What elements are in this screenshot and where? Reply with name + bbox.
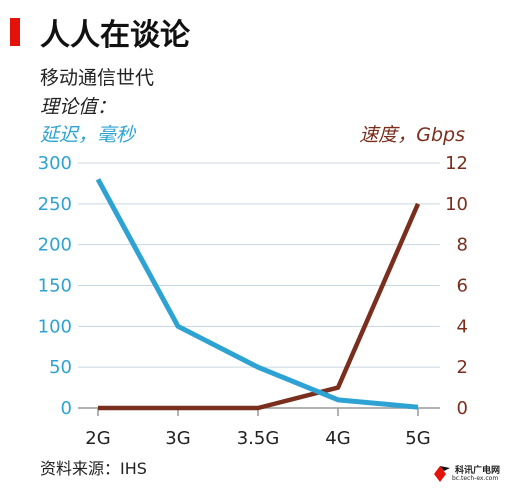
right-y-tick-label: 0 — [457, 398, 468, 419]
left-y-tick-label: 250 — [38, 194, 72, 215]
latency-series-line — [95, 178, 419, 410]
x-tick-label: 4G — [325, 428, 350, 449]
logo-name: 科讯广电网 — [455, 466, 501, 476]
chart-note: 理论值： — [40, 96, 117, 118]
left-y-tick-label: 50 — [49, 357, 72, 378]
site-logo-icon — [434, 466, 450, 482]
right-y-tick-label: 10 — [445, 194, 468, 215]
left-y-tick-label: 0 — [61, 398, 72, 419]
right-y-tick-label: 6 — [457, 276, 468, 297]
right-y-tick-label: 12 — [445, 153, 468, 174]
right-y-tick-label: 8 — [457, 235, 468, 256]
right-y-tick-label: 2 — [457, 357, 468, 378]
red-accent-tab — [10, 18, 20, 46]
left-y-tick-label: 150 — [38, 276, 72, 297]
left-y-tick-label: 100 — [38, 316, 72, 337]
left-y-tick-label: 200 — [38, 235, 72, 256]
source-note: 资料来源：IHS — [40, 459, 147, 478]
chart-title: 人人在谈论 — [40, 18, 190, 53]
speed-series-line — [98, 202, 421, 411]
left-y-tick-label: 300 — [38, 153, 72, 174]
logo-url: bc.tech-ex.com — [452, 475, 499, 482]
right-axis-label: 速度，Gbps — [359, 124, 465, 146]
x-tick-label: 3.5G — [237, 428, 280, 449]
x-tick-label: 5G — [405, 428, 430, 449]
left-axis-label: 延迟，毫秒 — [40, 124, 136, 146]
x-tick-label: 3G — [165, 428, 190, 449]
right-y-tick-label: 4 — [457, 316, 468, 337]
x-tick-label: 2G — [85, 428, 110, 449]
chart-subtitle: 移动通信世代 — [40, 67, 155, 89]
